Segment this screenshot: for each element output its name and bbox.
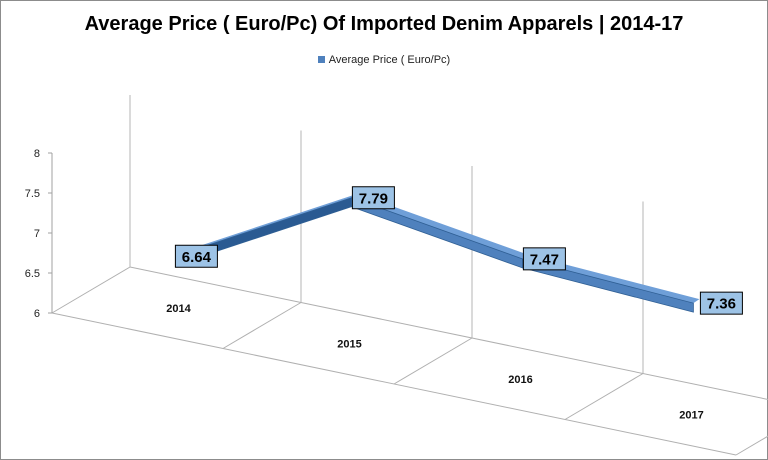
floor-divider bbox=[222, 302, 302, 349]
y-tick-label: 7.5 bbox=[25, 188, 40, 200]
data-label: 6.64 bbox=[182, 249, 212, 266]
floor-divider bbox=[735, 435, 768, 456]
category-label: 2016 bbox=[508, 374, 532, 386]
data-label: 7.79 bbox=[359, 190, 388, 207]
y-tick-label: 8 bbox=[34, 148, 40, 160]
data-label-box bbox=[699, 291, 743, 315]
category-label: 2014 bbox=[166, 303, 191, 315]
series-ribbon-top bbox=[522, 254, 700, 304]
floor-divider bbox=[393, 337, 473, 385]
legend: Average Price ( Euro/Pc) bbox=[1, 54, 767, 66]
legend-label: Average Price ( Euro/Pc) bbox=[328, 54, 451, 66]
y-tick-label: 6 bbox=[34, 308, 40, 320]
data-label-box bbox=[351, 186, 395, 210]
y-tick-label: 6.5 bbox=[25, 268, 40, 280]
floor-divider bbox=[564, 373, 644, 420]
data-label-box bbox=[174, 244, 218, 268]
series-ribbon-top bbox=[351, 193, 529, 259]
floor-divider bbox=[51, 266, 131, 314]
floor-back-edge bbox=[129, 266, 768, 400]
data-label-box bbox=[522, 247, 566, 271]
category-label: 2015 bbox=[337, 338, 361, 350]
series-ribbon-segment bbox=[522, 258, 694, 313]
data-label: 7.36 bbox=[707, 296, 736, 313]
y-tick-label: 7 bbox=[34, 228, 40, 240]
category-label: 2017 bbox=[679, 409, 703, 421]
legend-swatch bbox=[317, 56, 325, 63]
chart-title: Average Price ( Euro/Pc) Of Imported Den… bbox=[84, 13, 684, 35]
series-ribbon-top bbox=[180, 193, 358, 255]
data-label: 7.47 bbox=[530, 251, 559, 268]
